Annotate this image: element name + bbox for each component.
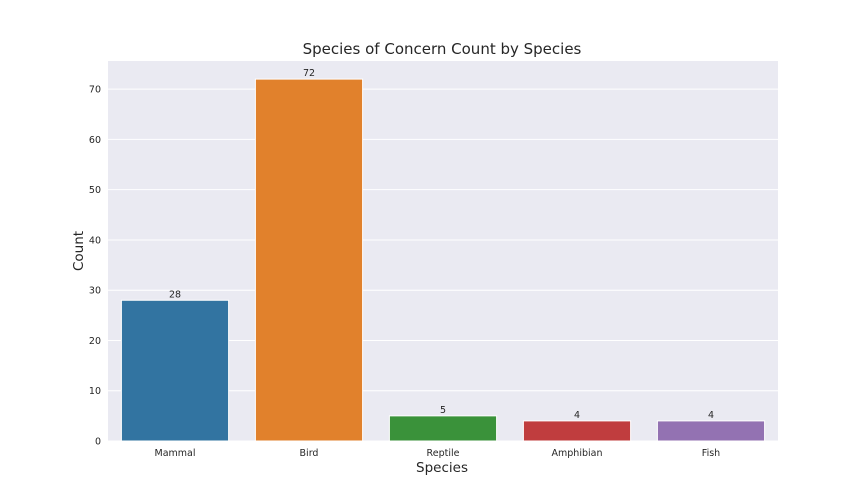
y-axis-label: Count (71, 231, 87, 271)
x-tick-label: Bird (300, 448, 319, 459)
y-tick-label: 30 (89, 286, 101, 297)
data-label-reptile: 5 (440, 405, 446, 416)
data-label-bird: 72 (303, 68, 315, 79)
y-tick-label: 50 (89, 185, 101, 196)
bar-fish (656, 420, 766, 442)
x-tick-label: Amphibian (552, 448, 603, 459)
y-tick-label: 10 (89, 386, 101, 397)
data-label-amphibian: 4 (574, 410, 580, 421)
data-label-fish: 4 (708, 410, 714, 421)
bar-amphibian (522, 420, 632, 442)
x-tick-label: Fish (702, 448, 720, 459)
bar-reptile (388, 415, 498, 442)
y-tick-label: 70 (89, 85, 101, 96)
y-tick-label: 20 (89, 336, 101, 347)
y-tick-label: 0 (95, 437, 101, 448)
data-labels: 28 72 5 4 4 (169, 68, 714, 421)
y-tick-label: 40 (89, 235, 101, 246)
data-label-mammal: 28 (169, 289, 181, 300)
y-axis-ticks: 0 10 20 30 40 50 60 70 (89, 85, 101, 448)
bars (120, 78, 766, 442)
x-axis-ticks: Mammal Bird Reptile Amphibian Fish (155, 448, 721, 459)
x-axis-label: Species (416, 460, 468, 476)
x-tick-label: Mammal (155, 448, 196, 459)
chart-title: Species of Concern Count by Species (303, 40, 582, 58)
bar-bird (254, 78, 364, 442)
bar-mammal (120, 299, 230, 442)
x-tick-label: Reptile (427, 448, 460, 459)
y-tick-label: 60 (89, 135, 101, 146)
